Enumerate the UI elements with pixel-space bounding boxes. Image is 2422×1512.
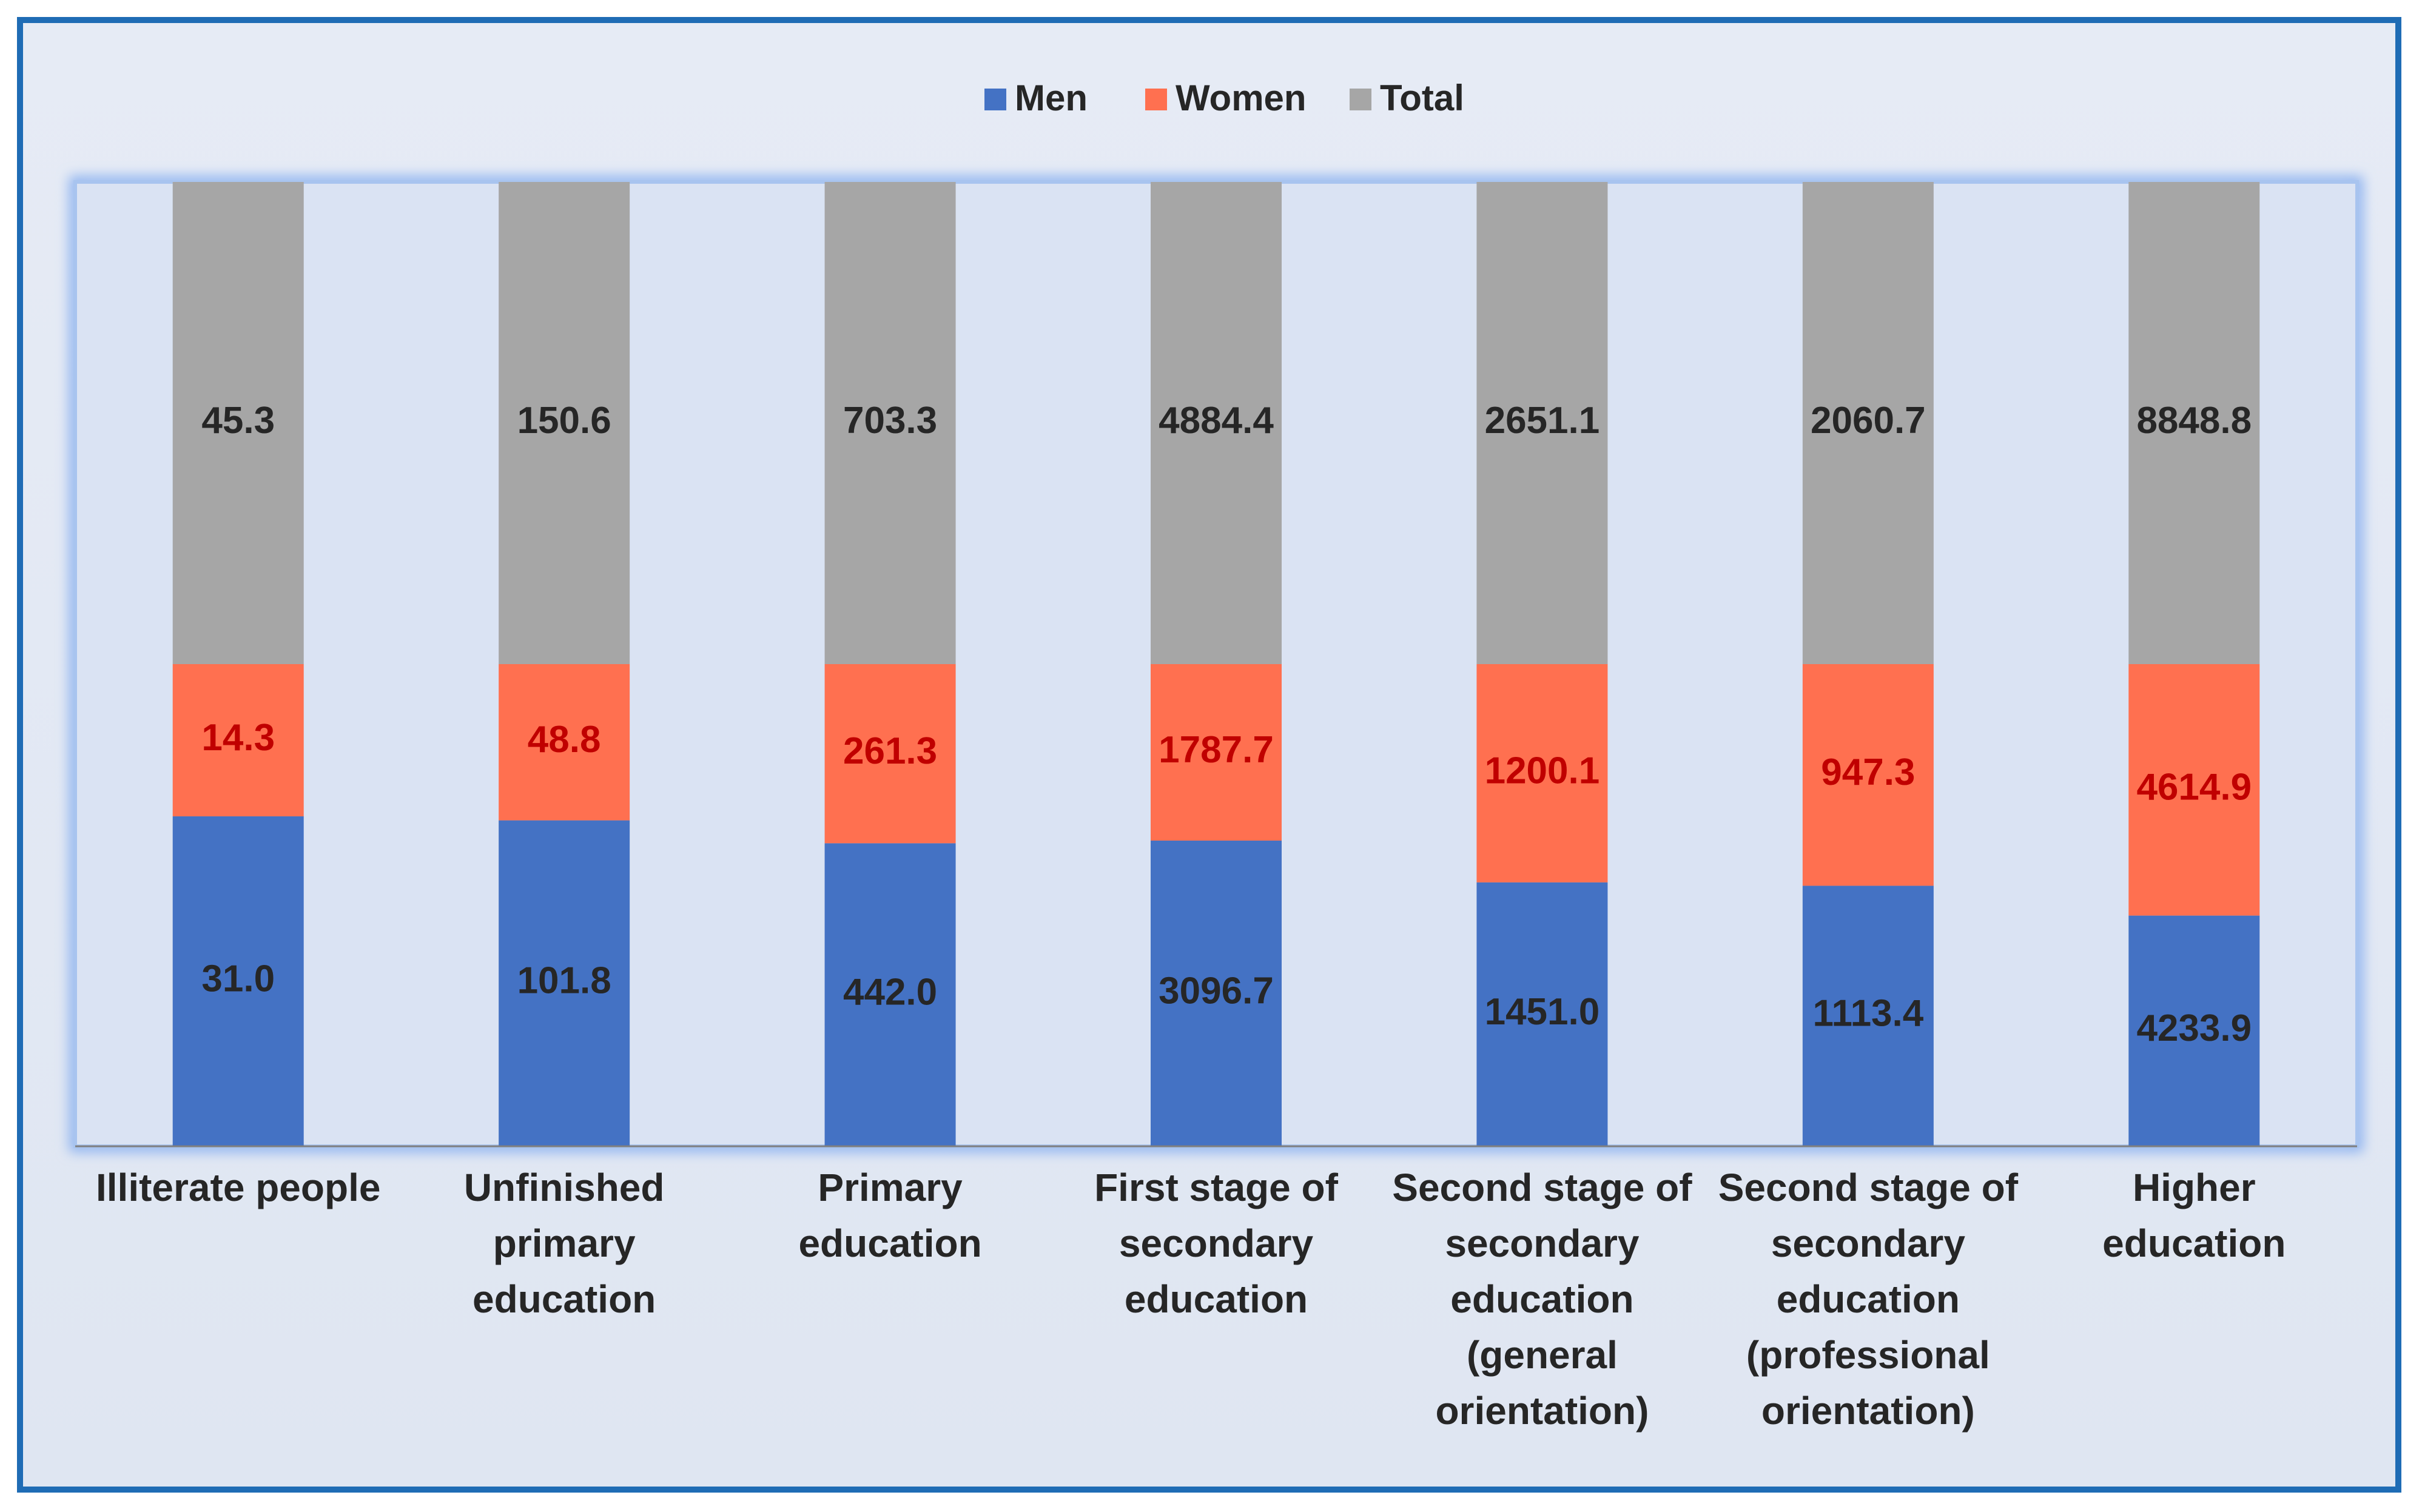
bar-total-6 [1802,182,1934,664]
data-label-men-2: 101.8 [517,960,611,1002]
category-labels: Illiterate people Unfinished primary educat… [96,1166,2286,1433]
data-label-women-5: 1200.1 [1485,750,1600,791]
data-label-men-7: 4233.9 [2136,1007,2252,1049]
bar-men-2 [499,820,630,1146]
data-label-women-7: 4614.9 [2136,767,2252,808]
bar-men-3 [824,843,956,1146]
data-label-women-2: 48.8 [528,719,601,761]
data-label-men-3: 442.0 [843,972,937,1013]
data-label-total-3: 703.3 [843,400,937,442]
data-label-total-2: 150.6 [517,400,611,442]
data-label-women-4: 1787.7 [1159,729,1274,771]
data-label-men-6: 1113.4 [1812,993,1923,1035]
chart-frame: Men Women Total 31.0 14.3 45.3 101.8 48.8 150.6… [17,17,2401,1493]
bar-total-7 [2128,182,2260,664]
bar-men-4 [1151,840,1282,1146]
legend: Men Women Total [984,78,1464,118]
bar-men-5 [1476,882,1608,1146]
data-label-women-6: 947.3 [1821,751,1915,793]
bar-total-2 [499,182,630,664]
bar-total-1 [172,182,304,664]
category-label-5: Second stage of secondary education (genera… [1392,1166,1692,1433]
data-label-total-7: 8848.8 [2136,400,2252,442]
bar-women-5 [1476,664,1608,882]
category-label-7: Higher education [2102,1166,2286,1265]
bar-total-5 [1476,182,1608,664]
data-label-total-4: 4884.4 [1159,400,1274,442]
legend-swatch-women [1145,89,1167,110]
legend-label-men: Men [1015,78,1088,118]
bar-men-7 [2128,915,2260,1146]
legend-swatch-total [1350,89,1371,110]
bar-women-1 [172,664,304,816]
bar-total-3 [824,182,956,664]
stacked-bar-chart: Men Women Total 31.0 14.3 45.3 101.8 48.8 150.6… [69,78,2363,1433]
data-label-men-4: 3096.7 [1159,970,1274,1012]
data-label-total-5: 2651.1 [1485,400,1600,442]
data-label-total-6: 2060.7 [1811,400,1926,442]
category-label-1: Illiterate people [96,1166,380,1209]
data-label-men-5: 1451.0 [1485,991,1600,1033]
data-label-women-1: 14.3 [201,717,275,759]
bar-women-3 [824,664,956,844]
data-label-men-1: 31.0 [201,958,275,1000]
data-label-total-1: 45.3 [201,400,275,442]
bar-women-6 [1802,664,1934,886]
category-label-2: Unfinished primary education [464,1166,665,1321]
legend-label-women: Women [1176,78,1307,118]
bars-group: 31.0 14.3 45.3 101.8 48.8 150.6 442.0 261.3 703.… [172,182,2260,1146]
category-label-4: First stage of secondary education [1094,1166,1339,1321]
category-label-6: Second stage of secondary education (profes… [1718,1166,2019,1433]
category-label-3: Primary education [798,1166,981,1265]
legend-swatch-men [984,89,1006,110]
legend-label-total: Total [1380,78,1464,118]
bar-men-1 [172,816,304,1146]
bar-women-2 [499,664,630,821]
bar-women-4 [1151,664,1282,841]
bar-total-4 [1151,182,1282,664]
bar-men-6 [1802,885,1934,1146]
data-label-women-3: 261.3 [843,730,937,772]
bar-women-7 [2128,664,2260,916]
